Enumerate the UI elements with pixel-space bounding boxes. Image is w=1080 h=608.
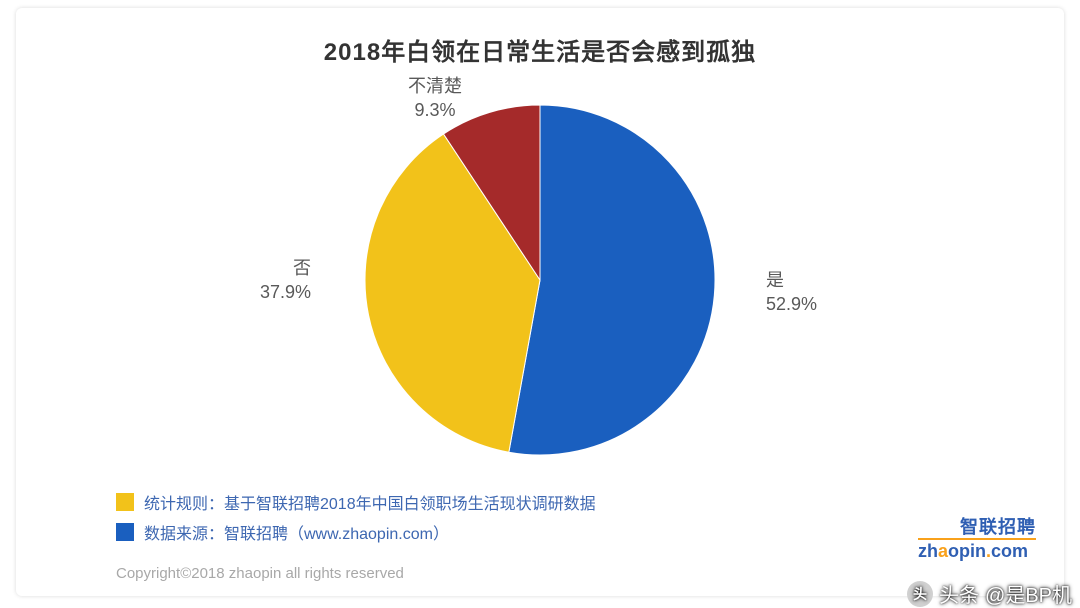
watermark-icon: 头 xyxy=(907,581,933,607)
watermark-handle: @是BP机 xyxy=(985,579,1072,608)
slice-label-unknown: 不清楚 9.3% xyxy=(408,74,462,123)
legend-swatch-source xyxy=(116,523,134,541)
watermark-prefix: 头条 xyxy=(939,579,979,608)
logo-cn: 智联招聘 xyxy=(918,518,1036,536)
zhaopin-logo: 智联招聘 zhaopin.com xyxy=(918,518,1036,560)
legend: 统计规则：基于智联招聘2018年中国白领职场生活现状调研数据 数据来源：智联招聘… xyxy=(116,490,596,550)
pie-chart xyxy=(340,80,740,480)
logo-en-opin: opin xyxy=(948,542,986,560)
logo-en: zhaopin.com xyxy=(918,542,1036,560)
slice-name-no: 否 xyxy=(260,256,311,280)
logo-divider xyxy=(918,538,1036,540)
card-frame: 2018年白领在日常生活是否会感到孤独 是 52.9% 否 37.9% 不清楚 … xyxy=(16,8,1064,596)
watermark: 头 头条 @是BP机 xyxy=(907,579,1072,608)
logo-en-com: com xyxy=(991,542,1028,560)
slice-name-unknown: 不清楚 xyxy=(408,74,462,98)
logo-en-left: zh xyxy=(918,542,938,560)
chart-title: 2018年白领在日常生活是否会感到孤独 xyxy=(16,32,1064,67)
legend-swatch-rule xyxy=(116,493,134,511)
legend-row-rule: 统计规则：基于智联招聘2018年中国白领职场生活现状调研数据 xyxy=(116,490,596,514)
chart-area: 是 52.9% 否 37.9% 不清楚 9.3% xyxy=(16,88,1064,488)
slice-pct-yes: 52.9% xyxy=(766,292,817,316)
slice-pct-no: 37.9% xyxy=(260,280,311,304)
legend-text-source: 数据来源：智联招聘（www.zhaopin.com） xyxy=(144,520,449,544)
slice-pct-unknown: 9.3% xyxy=(408,98,462,122)
copyright-text: Copyright©2018 zhaopin all rights reserv… xyxy=(116,565,404,582)
legend-row-source: 数据来源：智联招聘（www.zhaopin.com） xyxy=(116,520,596,544)
slice-label-yes: 是 52.9% xyxy=(766,268,817,317)
logo-en-a: a xyxy=(938,542,948,560)
legend-text-rule: 统计规则：基于智联招聘2018年中国白领职场生活现状调研数据 xyxy=(144,490,596,514)
slice-label-no: 否 37.9% xyxy=(260,256,311,305)
slice-name-yes: 是 xyxy=(766,268,817,292)
